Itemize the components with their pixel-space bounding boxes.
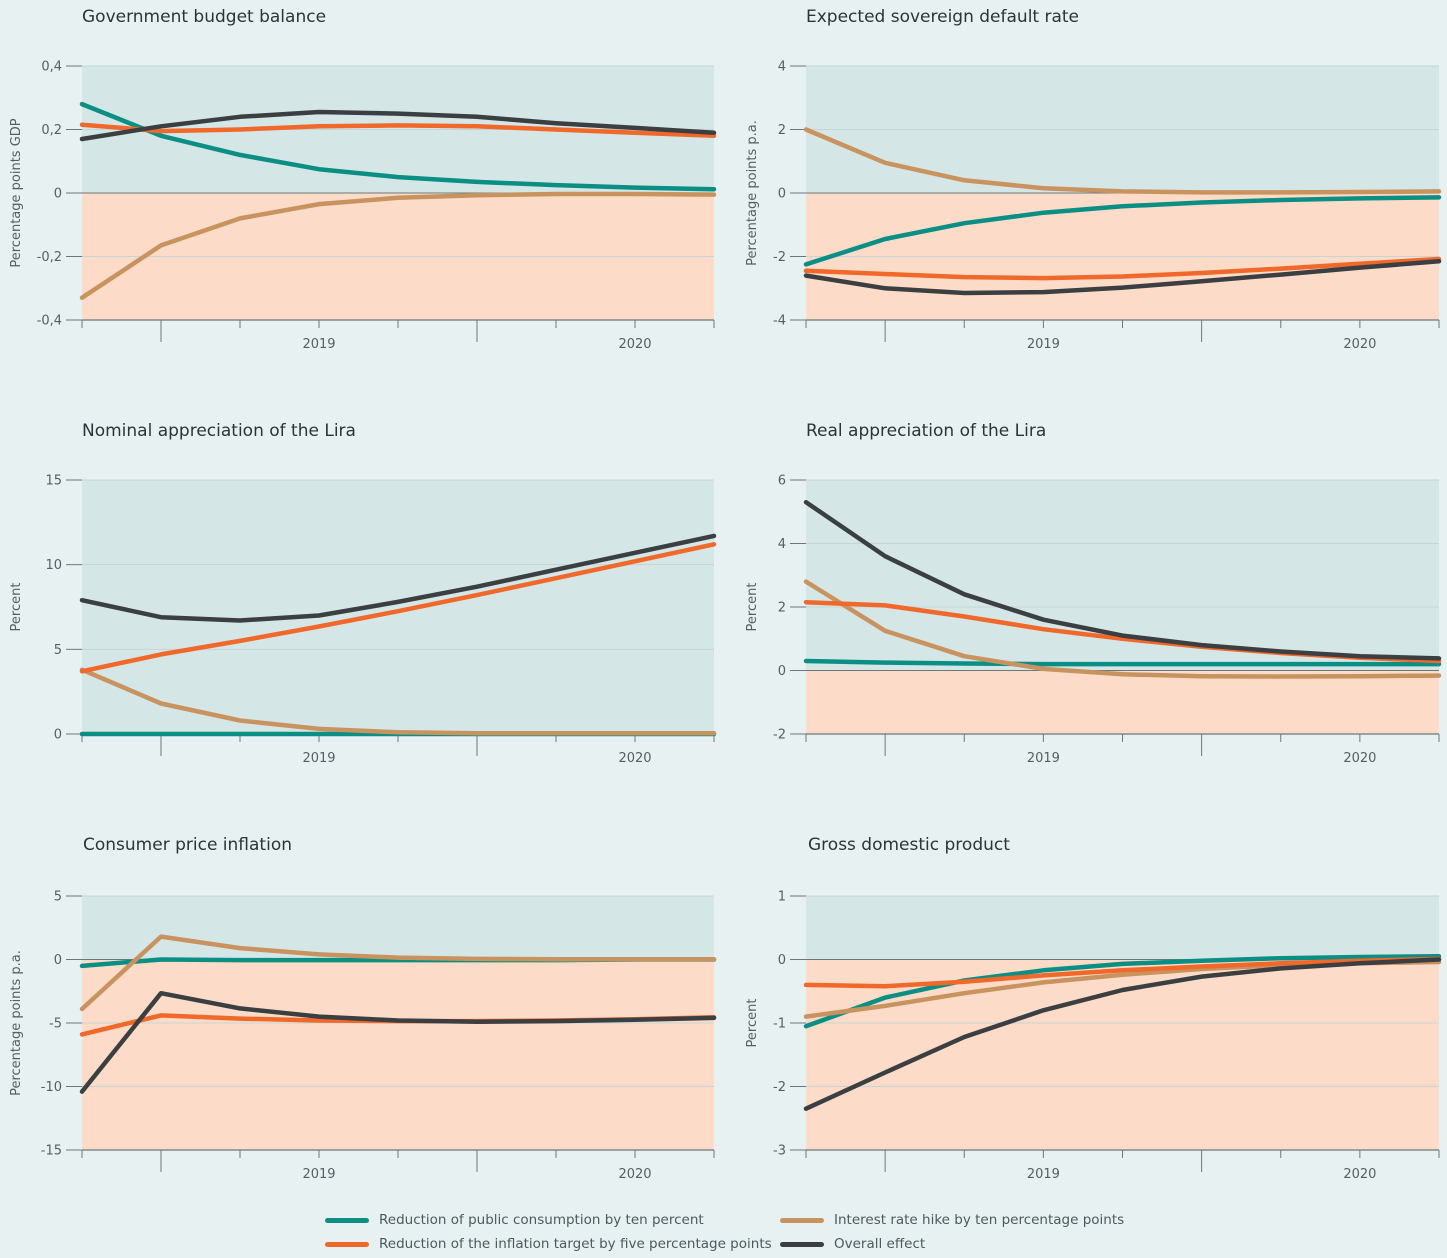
x-tick-label: 2019 [1027, 337, 1060, 352]
y-tick-label: 0,2 [41, 123, 62, 138]
y-tick-label: 5 [54, 643, 62, 658]
series-line-overall-effect [803, 499, 1442, 661]
legend-item-overall-effect: Overall effect [780, 1236, 925, 1252]
chart-title: Consumer price inflation [83, 835, 292, 855]
series-line-overall-effect [79, 533, 717, 623]
y-tick-label: -5 [49, 1017, 62, 1032]
chart-title: Gross domestic product [808, 835, 1010, 855]
series-line-overall-effect [79, 109, 717, 142]
chart-title: Nominal appreciation of the Lira [82, 421, 356, 441]
y-tick-label: -10 [41, 1080, 62, 1095]
y-tick-label: 4 [778, 537, 786, 552]
y-tick-label: 15 [45, 474, 62, 489]
chart-title: Expected sovereign default rate [806, 7, 1079, 27]
negative-region [806, 670, 1439, 734]
y-tick-label: 0 [54, 953, 62, 968]
series-line-overall-effect [803, 259, 1442, 296]
chart-title: Real appreciation of the Lira [806, 421, 1046, 441]
x-tick-label: 2020 [618, 751, 651, 766]
chart-panel-3: -2 0 2 4 6 2019 2020 Real appreciation of the L… [745, 421, 1442, 766]
chart-panel-2: 0 5 10 15 2019 2020 Nominal appreciation of th… [9, 421, 717, 766]
x-tick-label: 2019 [1027, 1167, 1060, 1182]
x-tick-label: 2020 [618, 1167, 651, 1182]
negative-region [82, 959, 714, 1150]
legend-swatch-overall-effect [780, 1241, 824, 1247]
x-tick-label: 2019 [302, 337, 335, 352]
legend-item-inflation-target: Reduction of the inflation target by fiv… [325, 1236, 772, 1252]
legend-label-inflation-target: Reduction of the inflation target by fiv… [379, 1236, 772, 1252]
series-line-reduction-of-the-inflation-target-by-five-percentage-points [79, 122, 717, 139]
y-tick-label: -2 [773, 728, 786, 743]
y-tick-label: 5 [54, 890, 62, 905]
y-tick-label: -0,4 [37, 314, 62, 329]
x-tick-label: 2020 [1343, 751, 1376, 766]
y-tick-label: 0 [54, 187, 62, 202]
y-tick-label: -2 [773, 1080, 786, 1095]
positive-region [82, 480, 714, 734]
y-axis-label: Percentage points GDP [9, 118, 24, 267]
series-line-interest-rate-hike-by-ten-percentage-points [79, 934, 717, 1012]
legend-item-public-consumption: Reduction of public consumption by ten p… [325, 1212, 704, 1228]
series-line-interest-rate-hike-by-ten-percentage-points [79, 191, 717, 301]
series-line-reduction-of-public-consumption-by-ten-percent [79, 101, 717, 192]
series-line-overall-effect [803, 957, 1442, 1111]
legend: Reduction of public consumption by ten p… [0, 1204, 1447, 1258]
legend-label-interest-rate: Interest rate hike by ten percentage poi… [834, 1212, 1125, 1228]
y-tick-label: -3 [773, 1144, 786, 1159]
x-tick-label: 2019 [302, 1167, 335, 1182]
positive-region [806, 480, 1439, 671]
x-tick-label: 2020 [1343, 337, 1376, 352]
chart-panel-0: -0,4 -0,2 0 0,2 0,4 2019 2020 Government budget… [9, 7, 717, 352]
y-tick-label: 0 [778, 187, 786, 202]
y-axis-label: Percent [745, 999, 760, 1048]
y-tick-label: 1 [778, 890, 786, 905]
x-tick-label: 2020 [618, 337, 651, 352]
y-tick-label: -4 [773, 314, 786, 329]
series-line-reduction-of-the-inflation-target-by-five-percentage-points [803, 256, 1442, 281]
series-line-interest-rate-hike-by-ten-percentage-points [803, 127, 1442, 195]
y-tick-label: 0 [778, 664, 786, 679]
series-line-reduction-of-public-consumption-by-ten-percent [803, 658, 1442, 667]
y-axis-label: Percent [9, 583, 24, 632]
legend-swatch-inflation-target [325, 1241, 369, 1247]
y-axis-label: Percent [745, 583, 760, 632]
y-tick-label: 0,4 [41, 60, 62, 75]
series-line-interest-rate-hike-by-ten-percentage-points [803, 579, 1442, 679]
legend-swatch-interest-rate [780, 1217, 824, 1223]
legend-item-interest-rate: Interest rate hike by ten percentage poi… [780, 1212, 1124, 1228]
y-tick-label: -2 [773, 250, 786, 265]
legend-label-overall-effect: Overall effect [834, 1236, 926, 1252]
y-axis-label: Percentage points p.a. [9, 950, 24, 1096]
series-line-reduction-of-public-consumption-by-ten-percent [803, 954, 1442, 1029]
legend-label-public-consumption: Reduction of public consumption by ten p… [379, 1212, 704, 1228]
series-line-reduction-of-the-inflation-target-by-five-percentage-points [79, 542, 717, 674]
y-tick-label: 0 [778, 953, 786, 968]
x-tick-label: 2019 [302, 751, 335, 766]
y-tick-label: 6 [778, 474, 786, 489]
positive-region [806, 896, 1439, 960]
series-line-reduction-of-public-consumption-by-ten-percent [803, 195, 1442, 267]
y-tick-label: 2 [778, 123, 786, 138]
y-tick-label: 2 [778, 601, 786, 616]
legend-swatch-public-consumption [325, 1217, 369, 1223]
y-tick-label: 0 [54, 728, 62, 743]
series-line-interest-rate-hike-by-ten-percentage-points [79, 667, 717, 736]
positive-region [82, 896, 714, 960]
chart-panel-5: -3 -2 -1 0 1 2019 2020 Gross domestic product Pe… [745, 835, 1442, 1182]
y-tick-label: -1 [773, 1017, 786, 1032]
x-tick-label: 2020 [1343, 1167, 1376, 1182]
series-line-overall-effect [79, 990, 717, 1094]
y-tick-label: -15 [41, 1144, 62, 1159]
chart-panel-4: -15 -10 -5 0 5 2019 2020 Consumer price inflati… [9, 835, 717, 1182]
y-tick-label: -0,2 [37, 250, 62, 265]
y-tick-label: 4 [778, 60, 786, 75]
chart-panel-1: -4 -2 0 2 4 2019 2020 Expected sovereign defaul… [745, 7, 1442, 352]
y-tick-label: 10 [45, 558, 62, 573]
x-tick-label: 2019 [1027, 751, 1060, 766]
chart-title: Government budget balance [82, 7, 326, 27]
y-axis-label: Percentage points p.a. [745, 120, 760, 266]
series-line-reduction-of-the-inflation-target-by-five-percentage-points [803, 956, 1442, 989]
